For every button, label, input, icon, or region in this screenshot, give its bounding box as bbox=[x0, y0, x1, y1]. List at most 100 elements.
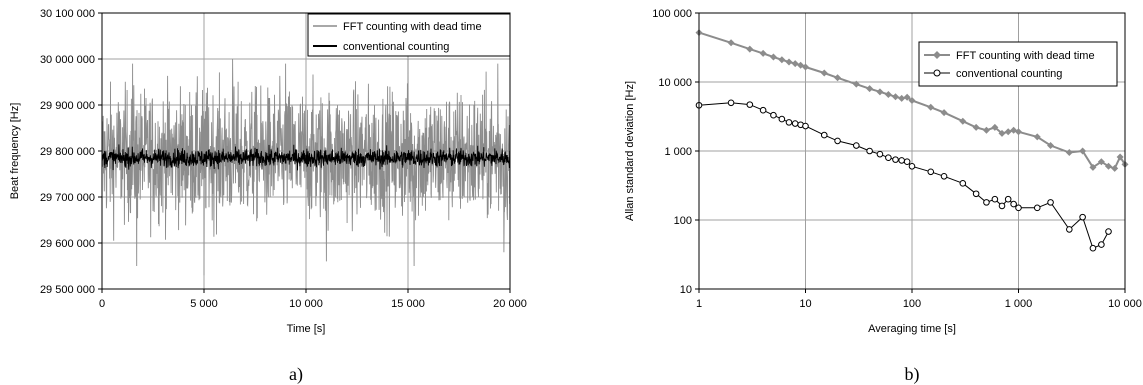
chart-b-point-conventional bbox=[802, 122, 809, 130]
chart-a-x-tick-label: 0 bbox=[99, 298, 105, 310]
chart-b-point-fft bbox=[785, 58, 793, 66]
chart-b-point-conventional bbox=[1004, 195, 1012, 203]
chart-a-x-tick-label: 5 000 bbox=[190, 298, 218, 310]
chart-b-y-tick-label: 100 bbox=[674, 215, 692, 227]
chart-b-point-fft bbox=[927, 103, 935, 111]
chart-b-point-fft bbox=[769, 53, 777, 61]
chart-a-y-tick-label: 30 100 000 bbox=[40, 8, 95, 20]
chart-b-point-conventional bbox=[998, 202, 1006, 210]
chart-b-point-fft bbox=[759, 49, 767, 57]
chart-b-x-tick-label: 100 bbox=[903, 298, 921, 310]
chart-b-point-conventional bbox=[746, 101, 754, 108]
chart-b-point-fft bbox=[998, 129, 1006, 137]
chart-b-point-conventional bbox=[853, 142, 860, 149]
chart-b-point-fft bbox=[1047, 142, 1055, 150]
chart-b-point-conventional bbox=[820, 131, 828, 139]
chart-b-point-conventional bbox=[770, 111, 777, 119]
chart-b-x-tick-label: 10 000 bbox=[1108, 298, 1142, 310]
chart-b-point-fft bbox=[1015, 128, 1022, 136]
chart-a-series-fft-line bbox=[101, 58, 511, 276]
chart-b-point-fft bbox=[898, 94, 906, 102]
chart-a-x-ticks: 0 5 000 10 000 15 000 20 000 bbox=[99, 289, 527, 310]
chart-a-x-tick-label: 15 000 bbox=[391, 298, 425, 310]
chart-b-point-fft bbox=[834, 74, 842, 82]
chart-a-y-axis-label: Beat frequency [Hz] bbox=[9, 103, 21, 200]
chart-a-x-tick-label: 20 000 bbox=[493, 298, 527, 310]
chart-b-point-conventional bbox=[898, 157, 905, 164]
chart-b: 1 10 100 1 000 10 000 10 100 1 000 10 000 100 00… bbox=[624, 8, 1142, 385]
chart-b-series bbox=[695, 29, 1129, 252]
chart-a-series-conventional-line bbox=[101, 144, 511, 171]
chart-b-y-tick-label: 10 bbox=[680, 284, 692, 296]
chart-b-point-fft bbox=[972, 123, 980, 131]
chart-b-legend-marker-fft bbox=[933, 51, 941, 59]
chart-b-point-conventional bbox=[727, 99, 735, 107]
chart-a-legend-label-fft: FFT counting with dead time bbox=[343, 21, 482, 33]
chart-b-point-conventional bbox=[1098, 241, 1105, 248]
chart-b-legend-label-conventional: conventional counting bbox=[956, 68, 1062, 80]
chart-a-panel-label: a) bbox=[289, 364, 303, 385]
chart-b-point-fft bbox=[876, 88, 884, 96]
chart-b-point-conventional bbox=[876, 150, 884, 158]
chart-b-point-conventional bbox=[834, 137, 841, 145]
chart-b-y-tick-label: 10 000 bbox=[658, 77, 692, 89]
chart-b-point-fft bbox=[1079, 147, 1087, 155]
chart-b-point-conventional bbox=[1079, 213, 1086, 221]
chart-b-point-fft bbox=[1116, 153, 1124, 161]
chart-b-x-tick-label: 10 bbox=[799, 298, 811, 310]
chart-b-point-conventional bbox=[1105, 228, 1112, 235]
chart-b-x-tick-label: 1 000 bbox=[1005, 298, 1033, 310]
chart-b-y-axis-label: Allan standard deviation [Hz] bbox=[624, 81, 636, 221]
chart-b-point-conventional bbox=[1010, 200, 1017, 208]
chart-b-point-conventional bbox=[866, 147, 873, 155]
chart-b-point-fft bbox=[991, 123, 999, 131]
chart-b-point-fft bbox=[778, 56, 786, 64]
chart-b-x-axis-label: Averaging time [s] bbox=[868, 323, 956, 335]
chart-b-legend-marker-conventional bbox=[933, 69, 941, 77]
chart-a-y-tick-label: 30 000 000 bbox=[40, 54, 95, 66]
chart-b-legend-label-fft: FFT counting with dead time bbox=[956, 50, 1095, 62]
chart-b-point-conventional bbox=[908, 163, 916, 170]
chart-b-point-fft bbox=[892, 93, 900, 101]
chart-a-legend-label-conventional: conventional counting bbox=[343, 41, 449, 53]
chart-b-point-conventional bbox=[927, 168, 935, 176]
chart-b-grid bbox=[699, 13, 1125, 289]
chart-b-x-ticks: 1 10 100 1 000 10 000 bbox=[696, 289, 1142, 310]
chart-b-y-tick-label: 1 000 bbox=[664, 146, 692, 158]
chart-b-point-fft bbox=[1111, 164, 1119, 172]
chart-a-y-ticks: 29 500 000 29 600 000 29 700 000 29 800 000… bbox=[40, 8, 102, 296]
chart-b-point-fft bbox=[1105, 162, 1113, 170]
chart-a-legend: FFT counting with dead time conventional… bbox=[307, 13, 511, 57]
chart-b-point-conventional bbox=[785, 119, 793, 126]
chart-b-point-conventional bbox=[1047, 199, 1054, 206]
chart-a-y-tick-label: 29 700 000 bbox=[40, 192, 95, 204]
chart-b-point-fft bbox=[982, 126, 990, 134]
chart-b-point-fft bbox=[746, 45, 754, 53]
chart-b-panel-label: b) bbox=[905, 364, 920, 385]
chart-b-point-fft bbox=[1033, 133, 1041, 141]
chart-a-series bbox=[101, 58, 511, 276]
chart-b-point-fft bbox=[866, 85, 874, 93]
chart-a-y-tick-label: 29 500 000 bbox=[40, 284, 95, 296]
chart-b-point-fft bbox=[884, 90, 892, 98]
chart-b-point-fft bbox=[791, 60, 799, 68]
chart-b-legend-box bbox=[918, 41, 1118, 87]
chart-a-x-tick-label: 10 000 bbox=[289, 298, 323, 310]
chart-b-y-tick-label: 100 000 bbox=[652, 8, 692, 20]
chart-b-point-fft bbox=[1065, 149, 1073, 157]
chart-b-point-conventional bbox=[892, 156, 899, 163]
chart-b-point-fft bbox=[802, 63, 809, 71]
chart-a-y-tick-label: 29 600 000 bbox=[40, 238, 95, 250]
chart-b-legend: FFT counting with dead time conventional… bbox=[918, 41, 1118, 87]
chart-b-point-conventional bbox=[759, 106, 767, 114]
chart-b-point-fft bbox=[959, 117, 967, 125]
chart-b-point-conventional bbox=[791, 120, 799, 127]
chart-b-point-fft bbox=[727, 39, 735, 47]
chart-b-point-fft bbox=[820, 69, 828, 77]
chart-b-point-fft bbox=[852, 80, 860, 88]
chart-b-series-fft-line bbox=[698, 31, 1126, 170]
chart-b-point-conventional bbox=[903, 158, 911, 165]
chart-b-point-conventional bbox=[885, 154, 892, 161]
chart-b-point-conventional bbox=[1066, 226, 1073, 233]
